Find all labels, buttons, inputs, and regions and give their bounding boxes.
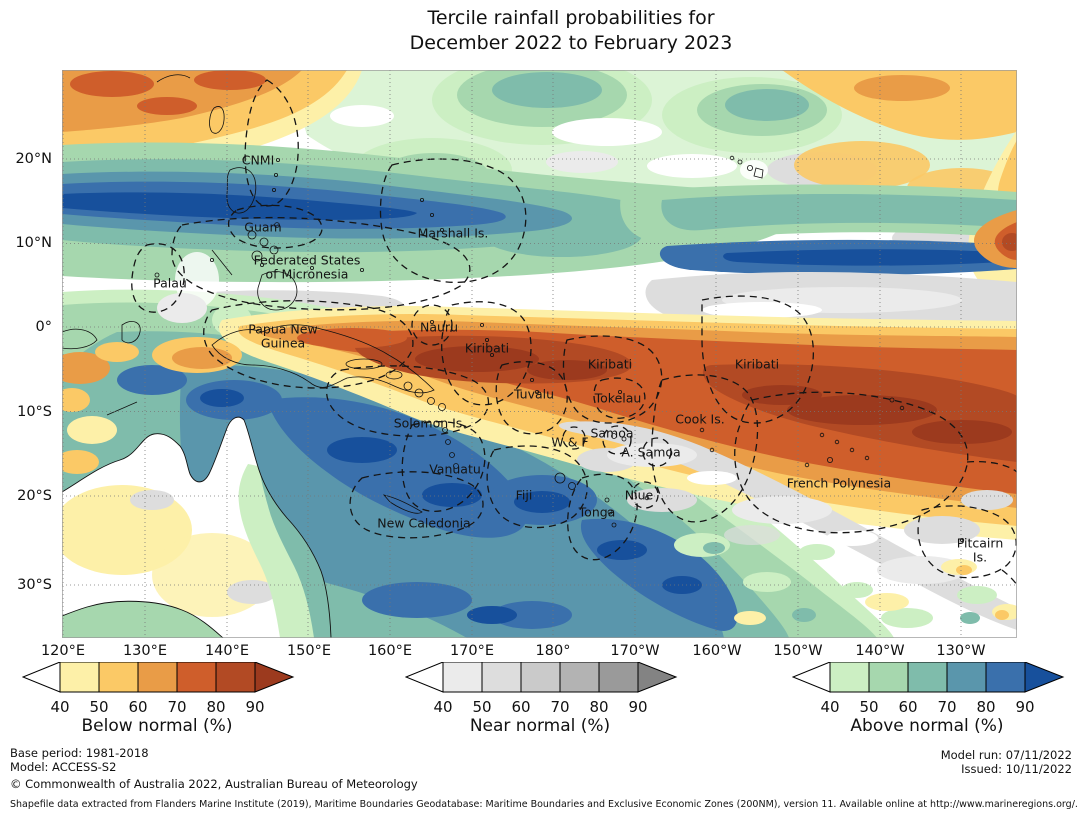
colorbar-caption: Above normal (%): [850, 716, 1004, 736]
lon-tick-label: 140°E: [204, 643, 250, 659]
colorbar-tick-label: 60: [898, 698, 917, 716]
colorbar-cell: [868, 661, 909, 693]
figure-title-line2: December 2022 to February 2023: [409, 32, 733, 54]
colorbar-tick-label: 60: [511, 698, 530, 716]
lon-tick-label: 130°E: [122, 643, 168, 659]
lon-tick-label: 120°E: [40, 643, 86, 659]
colorbar-tick-label: 70: [937, 698, 956, 716]
colorbar-tick-label: 40: [820, 698, 839, 716]
lat-tick-label: 10°S: [17, 404, 52, 420]
lat-tick-label: 20°N: [15, 151, 52, 167]
colorbar-tick-label: 50: [472, 698, 491, 716]
colorbar-tick-label: 70: [550, 698, 569, 716]
colorbar-near: 40 50 60 70 80 90: [404, 661, 685, 722]
colorbar-tick-label: 80: [589, 698, 608, 716]
colorbar-tick-label: 90: [245, 698, 264, 716]
colorbar-tick-label: 80: [206, 698, 225, 716]
colorbar-tick-label: 50: [859, 698, 878, 716]
colorbar-below: 40 50 60 70 80 90: [21, 661, 302, 722]
eez-boundaries: [131, 79, 1017, 586]
map-frame: [62, 70, 1017, 638]
issued-text: Issued: 10/11/2022: [961, 762, 1072, 776]
figure-title: Tercile rainfall probabilities for Decem…: [410, 6, 733, 56]
lat-tick-label: 20°S: [17, 488, 52, 504]
map-canvas: [62, 70, 1017, 638]
copyright-text: © Commonwealth of Australia 2022, Austra…: [10, 777, 418, 791]
colorbar-cell: [829, 661, 870, 693]
colorbar-tick-label: 40: [433, 698, 452, 716]
colorbar-cell: [907, 661, 948, 693]
colorbar-cell: [520, 661, 561, 693]
lon-tick-label: 150°W: [773, 643, 823, 659]
lon-tick-label: 130°W: [936, 643, 986, 659]
colorbar-tick-label: 90: [1015, 698, 1034, 716]
base-period-text: Base period: 1981-2018: [10, 746, 149, 760]
colorbar-tick-label: 50: [89, 698, 108, 716]
colorbar-cell: [442, 661, 483, 693]
colorbar-cell: [98, 661, 139, 693]
colorbar-tick-label: 80: [976, 698, 995, 716]
lon-tick-label: 140°W: [855, 643, 905, 659]
model-text: Model: ACCESS-S2: [10, 760, 117, 774]
colorbar-tick-label: 40: [50, 698, 69, 716]
lat-tick-label: 0°: [35, 319, 52, 335]
footer-left: Base period: 1981-2018 Model: ACCESS-S2 …: [10, 746, 418, 791]
lon-tick-label: 160°E: [367, 643, 413, 659]
colorbar-cell: [215, 661, 256, 693]
lat-tick-label: 10°N: [15, 235, 52, 251]
colorbar-cell: [137, 661, 178, 693]
grid-lines: [62, 70, 1017, 638]
colorbar-tick-label: 60: [128, 698, 147, 716]
coastlines: [62, 74, 965, 542]
colorbar-tick-label: 70: [167, 698, 186, 716]
lon-tick-label: 150°E: [286, 643, 332, 659]
colorbar-tick-label: 90: [628, 698, 647, 716]
colorbar-cell: [176, 661, 217, 693]
colorbar-cell: [598, 661, 639, 693]
lat-tick-label: 30°S: [17, 577, 52, 593]
lon-tick-label: 170°W: [610, 643, 660, 659]
colorbar-cell: [481, 661, 522, 693]
footer-right: Model run: 07/11/2022 Issued: 10/11/2022: [941, 748, 1072, 776]
lon-tick-label: 170°E: [449, 643, 495, 659]
lon-tick-label: 180°: [535, 643, 571, 659]
colorbar-above: 40 50 60 70 80 90: [791, 661, 1072, 722]
source-attribution-text: Shapefile data extracted from Flanders M…: [10, 799, 1078, 810]
colorbar-caption: Below normal (%): [81, 716, 233, 736]
colorbar-cell: [559, 661, 600, 693]
colorbar-caption: Near normal (%): [469, 716, 611, 736]
figure-title-line1: Tercile rainfall probabilities for: [427, 7, 715, 29]
colorbar-cell: [985, 661, 1026, 693]
map-figure: CNMI Guam Palau Federated States of Microne…: [62, 70, 1017, 638]
colorbar-cell: [59, 661, 100, 693]
colorbar-cell: [946, 661, 987, 693]
model-run-text: Model run: 07/11/2022: [940, 748, 1072, 762]
lon-tick-label: 160°W: [692, 643, 742, 659]
